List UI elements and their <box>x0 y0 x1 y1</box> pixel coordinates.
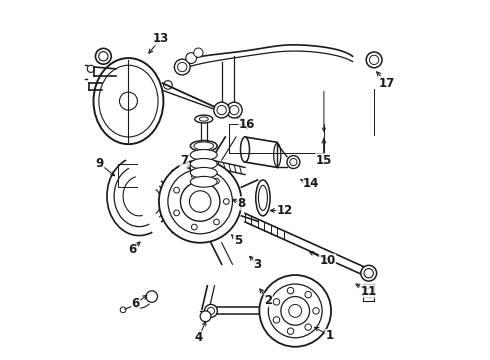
Circle shape <box>192 224 197 230</box>
Text: 1: 1 <box>325 329 333 342</box>
Text: 16: 16 <box>239 118 255 131</box>
Circle shape <box>305 324 312 330</box>
Text: 17: 17 <box>379 77 395 90</box>
Circle shape <box>174 210 179 216</box>
Circle shape <box>159 160 242 243</box>
Text: 10: 10 <box>319 254 336 267</box>
Circle shape <box>273 317 280 323</box>
Text: 8: 8 <box>237 197 245 210</box>
Text: 2: 2 <box>264 294 272 307</box>
Circle shape <box>200 311 211 321</box>
Text: 12: 12 <box>276 204 293 217</box>
Circle shape <box>96 48 111 64</box>
Circle shape <box>287 156 300 168</box>
Circle shape <box>194 48 203 57</box>
Ellipse shape <box>190 176 217 187</box>
Circle shape <box>214 102 230 118</box>
Circle shape <box>226 102 242 118</box>
Circle shape <box>361 265 377 281</box>
Text: 3: 3 <box>253 258 262 271</box>
Text: 7: 7 <box>180 154 188 167</box>
Ellipse shape <box>190 140 217 151</box>
Ellipse shape <box>190 149 217 160</box>
Ellipse shape <box>274 143 281 167</box>
Text: 9: 9 <box>96 157 104 170</box>
Circle shape <box>186 53 196 63</box>
Ellipse shape <box>256 180 270 216</box>
Circle shape <box>146 291 157 302</box>
Circle shape <box>313 308 319 314</box>
Circle shape <box>174 187 179 193</box>
Circle shape <box>259 275 331 347</box>
Ellipse shape <box>195 115 213 123</box>
Text: 11: 11 <box>361 285 377 298</box>
Circle shape <box>192 173 197 179</box>
Circle shape <box>366 52 382 68</box>
Ellipse shape <box>190 167 217 178</box>
Text: 6: 6 <box>128 243 136 256</box>
Ellipse shape <box>190 158 217 169</box>
Circle shape <box>214 219 220 225</box>
Text: 4: 4 <box>194 331 202 344</box>
Text: 13: 13 <box>152 32 169 45</box>
Circle shape <box>287 287 294 294</box>
Text: 5: 5 <box>234 234 242 247</box>
Text: 14: 14 <box>303 177 319 190</box>
Circle shape <box>287 328 294 334</box>
Circle shape <box>305 291 312 298</box>
Circle shape <box>214 178 220 184</box>
Ellipse shape <box>241 137 249 162</box>
Circle shape <box>223 199 229 204</box>
Text: 6: 6 <box>131 297 140 310</box>
Text: 15: 15 <box>316 154 332 167</box>
Circle shape <box>174 59 190 75</box>
Circle shape <box>204 305 218 318</box>
Circle shape <box>273 299 280 305</box>
